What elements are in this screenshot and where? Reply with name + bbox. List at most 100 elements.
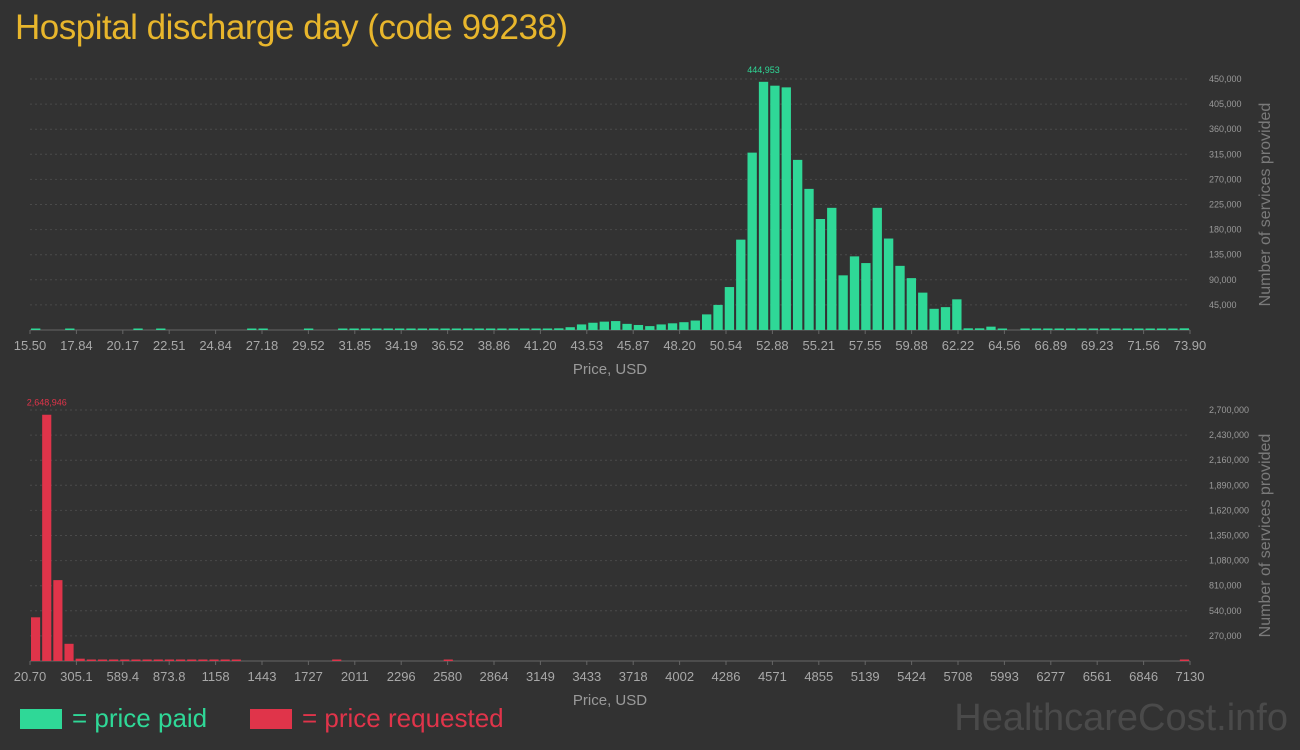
- x-tick-label: 6846: [1129, 669, 1158, 684]
- paid-bar: [667, 323, 678, 330]
- paid-bar: [133, 328, 143, 330]
- x-tick-label: 38.86: [478, 338, 511, 353]
- paid-bar: [804, 188, 814, 330]
- paid-bar: [1043, 328, 1053, 330]
- y-tick-label: 315,000: [1209, 149, 1242, 159]
- x-tick-label: 24.84: [199, 338, 232, 353]
- x-tick-label: 1727: [294, 669, 323, 684]
- paid-bar: [872, 207, 882, 330]
- paid-bar: [303, 328, 314, 330]
- y-tick-label: 135,000: [1209, 250, 1242, 260]
- paid-bar: [713, 304, 723, 330]
- paid-bar: [940, 307, 951, 330]
- y-tick-label: 405,000: [1209, 99, 1242, 109]
- peak-value-label: 2,648,946: [27, 398, 67, 408]
- legend-label-requested: = price requested: [302, 703, 504, 733]
- paid-bar: [588, 322, 598, 330]
- paid-bar: [576, 324, 587, 330]
- requested-bar: [120, 659, 130, 661]
- paid-bar: [622, 323, 632, 330]
- requested-bar: [187, 659, 197, 661]
- paid-bar: [736, 239, 746, 330]
- requested-bar: [231, 659, 241, 661]
- x-tick-label: 20.17: [107, 338, 140, 353]
- paid-bar: [918, 292, 928, 330]
- x-tick-label: 2296: [387, 669, 416, 684]
- paid-bar: [1088, 328, 1098, 330]
- y-tick-label: 180,000: [1209, 225, 1242, 235]
- paid-bar: [394, 328, 405, 330]
- paid-bar: [497, 328, 507, 330]
- legend-price-paid: = price paid: [20, 703, 207, 734]
- peak-value-label: 444,953: [747, 65, 780, 75]
- y-tick-label: 360,000: [1209, 124, 1242, 134]
- paid-bar: [792, 159, 803, 330]
- x-tick-label: 2011: [341, 669, 369, 684]
- x-tick-label: 5708: [944, 669, 973, 684]
- x-tick-label: 3149: [526, 669, 555, 684]
- y-tick-label: 1,080,000: [1209, 556, 1249, 566]
- x-tick-label: 52.88: [756, 338, 789, 353]
- price-requested-chart: 270,000 540,000 810,000 1,080,000 1,350,000 1…: [14, 398, 1274, 709]
- paid-bar: [861, 263, 871, 330]
- paid-bar: [1077, 328, 1087, 330]
- paid-bar: [31, 328, 41, 330]
- requested-bar: [142, 659, 152, 661]
- requested-bar: [332, 659, 342, 661]
- x-tick-label: 2864: [480, 669, 509, 684]
- paid-bar: [656, 324, 666, 330]
- paid-bar: [997, 328, 1008, 330]
- paid-bar: [338, 328, 348, 330]
- paid-bar: [770, 85, 780, 331]
- requested-bar: [75, 658, 85, 661]
- x-tick-label: 1443: [248, 669, 277, 684]
- paid-bar: [463, 328, 473, 330]
- x-tick-label: 589.4: [107, 669, 140, 684]
- paid-bar: [815, 219, 826, 330]
- x-tick-label: 3433: [572, 669, 601, 684]
- y-tick-label: 810,000: [1209, 581, 1242, 591]
- y-tick-label: 450,000: [1209, 74, 1242, 84]
- paid-bar: [838, 275, 848, 330]
- requested-bar: [1179, 659, 1189, 661]
- requested-bar: [209, 659, 219, 661]
- x-tick-label: 55.21: [803, 338, 836, 353]
- x-tick-label: 2580: [433, 669, 462, 684]
- paid-bar: [1100, 328, 1110, 330]
- y-tick-label: 1,350,000: [1209, 531, 1249, 541]
- requested-bar: [64, 643, 74, 661]
- x-tick-label: 17.84: [60, 338, 93, 353]
- x-tick-label: 4002: [665, 669, 694, 684]
- x-tick-label: 59.88: [895, 338, 928, 353]
- paid-bar: [963, 328, 973, 330]
- paid-bar: [554, 328, 564, 330]
- requested-bar: [153, 659, 163, 661]
- paid-bar: [747, 152, 757, 330]
- y-tick-label: 225,000: [1209, 200, 1242, 210]
- requested-bar: [31, 617, 41, 661]
- legend-price-requested: = price requested: [250, 703, 504, 734]
- legend-swatch-requested: [250, 708, 292, 729]
- requested-bar: [42, 414, 52, 661]
- paid-bar: [247, 328, 257, 330]
- paid-bar: [451, 328, 462, 330]
- paid-bar: [531, 328, 541, 330]
- paid-bar: [417, 328, 428, 330]
- paid-bar: [1122, 328, 1133, 330]
- paid-bar: [1179, 328, 1189, 330]
- requested-bar: [198, 659, 208, 661]
- x-tick-label: 6277: [1036, 669, 1065, 684]
- requested-bar: [220, 659, 230, 661]
- x-tick-label: 27.18: [246, 338, 279, 353]
- paid-bar: [827, 207, 837, 330]
- paid-bar: [1134, 328, 1144, 330]
- paid-bar: [1020, 328, 1030, 330]
- watermark: HealthcareCost.info: [954, 697, 1288, 739]
- x-tick-label: 45.87: [617, 338, 650, 353]
- paid-bar: [599, 321, 609, 330]
- y-tick-label: 2,700,000: [1209, 405, 1249, 415]
- paid-bar: [849, 256, 860, 330]
- x-tick-label: 6561: [1083, 669, 1112, 684]
- y-tick-label: 270,000: [1209, 174, 1242, 184]
- x-tick-label: 50.54: [710, 338, 743, 353]
